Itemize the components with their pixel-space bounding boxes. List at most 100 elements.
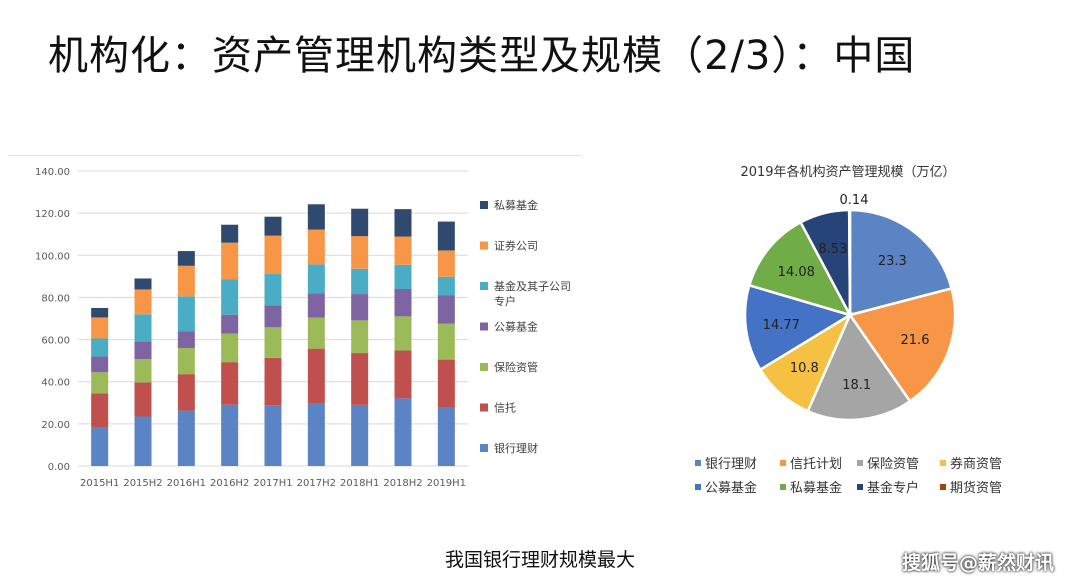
- pie-legend-label: 保险资管: [867, 457, 919, 472]
- bar-segment: [394, 316, 412, 351]
- bar-segment: [177, 265, 195, 297]
- bar-segment: [264, 327, 282, 358]
- bar-segment: [134, 382, 152, 417]
- bar-segment: [307, 317, 325, 349]
- bar-segment: [91, 317, 109, 339]
- x-tick-label: 2016H2: [210, 478, 249, 489]
- bar-segment: [221, 279, 239, 315]
- pie-slice: [743, 283, 854, 372]
- bar-segment: [351, 208, 369, 237]
- bar-segment: [437, 323, 455, 360]
- bar-segment: [394, 209, 412, 237]
- bar-segment: [351, 294, 369, 321]
- pie-legend-swatch: [857, 484, 863, 490]
- bar-segment: [351, 404, 369, 466]
- bar-segment: [177, 348, 195, 375]
- bar-segment: [91, 427, 109, 466]
- legend-swatch: [480, 403, 488, 412]
- bar-segment: [437, 359, 455, 407]
- bar-segment: [394, 350, 412, 399]
- pie-legend-swatch: [695, 460, 701, 466]
- slide-caption: 我国银行理财规模最大: [444, 549, 635, 571]
- pie-data-label: 23.3: [878, 254, 907, 269]
- bar-segment: [307, 229, 325, 265]
- pie-data-label: 14.08: [778, 265, 815, 280]
- legend-label-line1: 基金及其子公司: [494, 279, 571, 293]
- legend-label: 私募基金: [494, 198, 538, 212]
- bar-segment: [221, 333, 239, 363]
- bar-segment: [177, 251, 195, 266]
- bar-segment: [221, 362, 239, 405]
- legend-label: 公募基金: [494, 320, 538, 334]
- pie-legend-label: 银行理财: [705, 457, 757, 472]
- legend-label-line2: 专户: [494, 294, 516, 308]
- bar-segment: [307, 293, 325, 318]
- bar-segment: [134, 416, 152, 466]
- bar-segment: [351, 320, 369, 354]
- y-tick-label: 100.00: [35, 251, 70, 262]
- x-tick-label: 2018H2: [383, 478, 422, 489]
- pie-chart-panel: 2019年各机构资产管理规模（万亿） 23.3 21.6 18.1 10.8 14.77 1…: [660, 150, 1065, 510]
- bar-segment: [307, 403, 325, 466]
- y-tick-label: 0.00: [48, 462, 70, 473]
- pie-data-label: 8.53: [818, 242, 847, 257]
- legend-swatch: [480, 322, 488, 331]
- bar-segment: [177, 296, 195, 332]
- bar-segment: [134, 278, 152, 290]
- y-tick-label: 40.00: [41, 378, 70, 389]
- bar-segment: [264, 405, 282, 466]
- bar-segment: [91, 356, 109, 373]
- y-tick-label: 140.00: [35, 167, 70, 178]
- y-tick-label: 20.00: [41, 420, 70, 431]
- bar-segment: [394, 289, 412, 317]
- x-tick-label: 2015H2: [123, 478, 162, 489]
- pie-slice: [847, 286, 957, 403]
- pie-legend-label: 公募基金: [705, 480, 757, 496]
- bar-segment: [221, 242, 239, 280]
- pie-data-label: 21.6: [901, 333, 930, 348]
- bar-segment: [351, 353, 369, 405]
- x-tick-label: 2019H1: [427, 478, 466, 489]
- pie-data-label: 0.14: [840, 193, 869, 208]
- y-tick-label: 80.00: [41, 293, 70, 304]
- pie-legend-label: 期货资管: [950, 480, 1002, 496]
- bar-segment: [264, 305, 282, 328]
- legend-label: 信托: [494, 401, 516, 415]
- pie-data-label: 18.1: [842, 378, 871, 393]
- pie-data-label: 14.77: [763, 318, 800, 333]
- bar-segment: [177, 374, 195, 411]
- stacked-bar-chart: 0.00 20.00 40.00 60.00 80.00 100.00 120.00 140.…: [35, 167, 571, 489]
- x-tick-label: 2017H1: [253, 478, 292, 489]
- pie-chart: 2019年各机构资产管理规模（万亿） 23.3 21.6 18.1 10.8 14.77 1…: [695, 164, 1002, 496]
- slide-title: 机构化：资产管理机构类型及规模（2/3）：中国: [48, 33, 916, 79]
- bar-segment: [437, 276, 455, 296]
- bar-segment: [307, 204, 325, 230]
- pie-legend-swatch: [780, 484, 786, 490]
- bar-segment: [91, 372, 109, 394]
- bar-segment: [394, 264, 412, 289]
- legend-label: 证券公司: [494, 239, 538, 253]
- legend-swatch: [480, 241, 488, 250]
- bar-segment: [134, 341, 152, 360]
- bar-segment: [221, 224, 239, 243]
- bar-segment: [264, 235, 282, 275]
- bar-segment: [177, 331, 195, 348]
- y-tick-label: 120.00: [35, 209, 70, 220]
- bar-segment: [307, 264, 325, 294]
- pie-slice: [848, 208, 954, 317]
- pie-legend-swatch: [857, 460, 863, 466]
- watermark: 搜狐号@薪然财讯: [901, 552, 1054, 574]
- bar-segment: [134, 289, 152, 315]
- pie-data-label: 10.8: [790, 361, 819, 376]
- x-tick-label: 2018H1: [340, 478, 379, 489]
- bar-segment: [91, 338, 109, 357]
- bar-segment: [307, 348, 325, 404]
- pie-legend-swatch: [695, 484, 701, 490]
- bar-segment: [91, 307, 109, 318]
- bar-segment: [134, 359, 152, 383]
- stacked-bar-chart-panel: 0.00 20.00 40.00 60.00 80.00 100.00 120.00 140.…: [8, 155, 582, 501]
- pie-title: 2019年各机构资产管理规模（万亿）: [740, 164, 955, 180]
- legend-label: 保险资管: [494, 360, 538, 374]
- pie-slice: [747, 220, 853, 318]
- bar-segment: [177, 410, 195, 466]
